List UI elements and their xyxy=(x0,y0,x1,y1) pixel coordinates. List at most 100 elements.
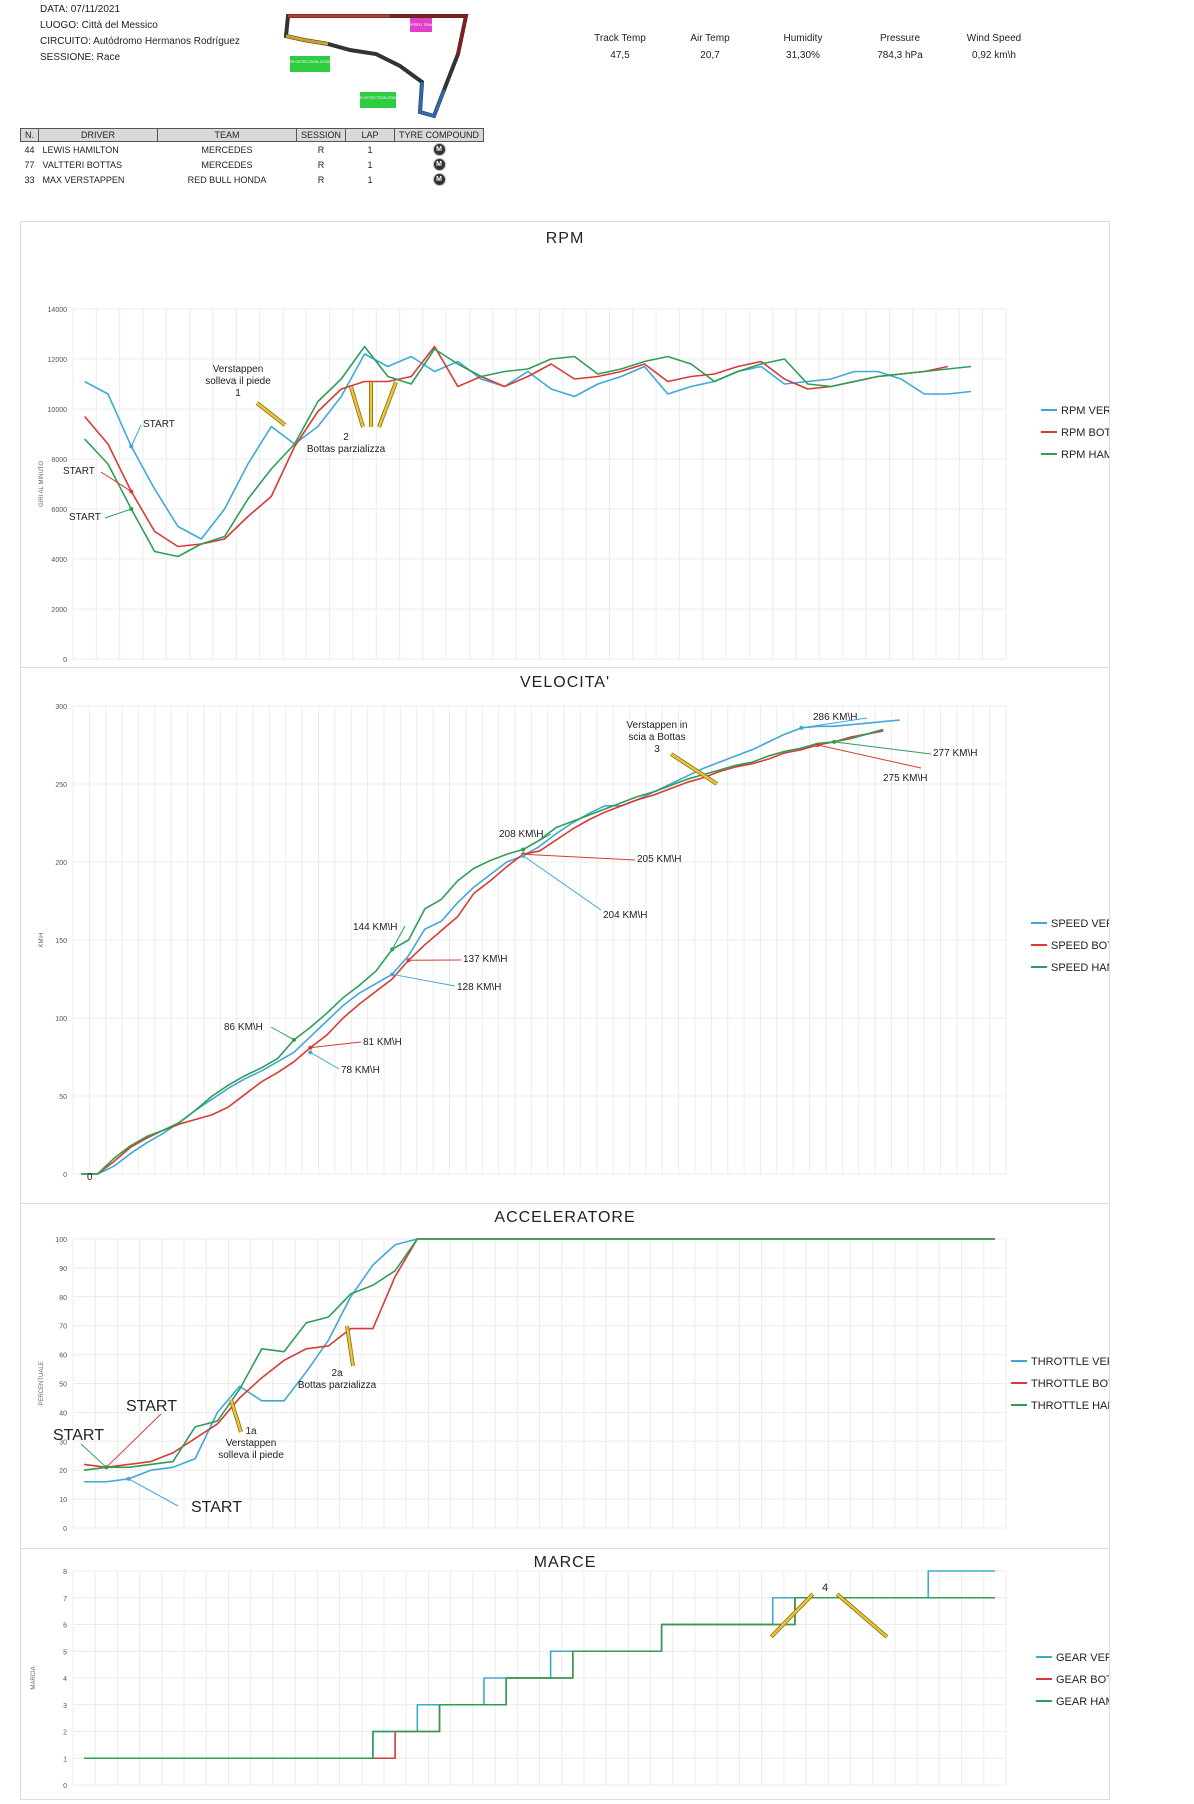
legend-label: SPEED BOT xyxy=(1051,940,1109,952)
weather-value: 31,30% xyxy=(753,47,853,64)
annotation-label: Verstappen xyxy=(213,364,264,375)
y-tick-label: 1 xyxy=(63,1756,67,1763)
table-row: 77 VALTTERI BOTTAS MERCEDES R 1 M xyxy=(21,157,484,172)
column-header: TEAM xyxy=(158,129,297,142)
table-header-row: N. DRIVER TEAM SESSION LAP TYRE COMPOUND xyxy=(21,129,484,142)
annotation-label: START xyxy=(69,512,101,523)
y-tick-label: 90 xyxy=(59,1266,67,1273)
annotation-label: START xyxy=(126,1398,177,1415)
track-map: DRS DETECTION ZONE 2 DRS DETECTION ZONE … xyxy=(270,4,480,128)
medium-tyre-icon: M xyxy=(433,158,446,171)
legend-label: THROTTLE HAM xyxy=(1031,1400,1109,1412)
annotation-dot xyxy=(521,848,525,852)
annotation-dot xyxy=(292,1038,296,1042)
arrow-icon xyxy=(837,1594,887,1637)
circuit-line: CIRCUITO: Autódromo Hermanos Rodríguez xyxy=(40,34,240,50)
y-tick-label: 6000 xyxy=(51,507,67,514)
legend-label: THROTTLE VER xyxy=(1031,1356,1109,1368)
session-info: DATA: 07/11/2021 LUOGO: Città del Messic… xyxy=(40,2,240,66)
y-tick-label: 0 xyxy=(63,657,67,664)
y-tick-label: 5 xyxy=(63,1649,67,1656)
y-tick-label: 2 xyxy=(63,1730,67,1737)
y-tick-label: 200 xyxy=(55,860,67,867)
annotation-leader xyxy=(271,1027,294,1040)
annotation-label: 2 xyxy=(343,432,349,443)
y-axis-label: PERCENTUALE xyxy=(39,1361,45,1405)
annotation-leader xyxy=(105,509,131,518)
annotation-label: Bottas parzializza xyxy=(307,444,386,455)
tyre-cell: M xyxy=(395,157,484,172)
y-axis-label: MARCIA xyxy=(31,1666,37,1689)
weather-label: Air Temp xyxy=(660,30,760,47)
driver-name: VALTTERI BOTTAS xyxy=(39,157,158,172)
annotation-label: 4 xyxy=(822,1582,828,1594)
y-tick-label: 50 xyxy=(59,1382,67,1389)
medium-tyre-icon: M xyxy=(433,143,446,156)
weather-value: 47,5 xyxy=(570,47,670,64)
annotation-dot xyxy=(129,490,133,494)
annotation-label: 128 KM\H xyxy=(457,982,501,993)
weather-value: 784,3 hPa xyxy=(850,47,950,64)
arrow-icon xyxy=(231,1400,241,1432)
arrow-icon xyxy=(257,403,285,425)
annotation-dot xyxy=(308,1046,312,1050)
y-tick-label: 40 xyxy=(59,1410,67,1417)
annotation-leader xyxy=(818,745,921,768)
legend-label: RPM BOT xyxy=(1061,427,1109,439)
annotation-label: Verstappen xyxy=(226,1438,277,1449)
annotation-label: 204 KM\H xyxy=(603,910,647,921)
weather-label: Wind Speed xyxy=(944,30,1044,47)
weather-label: Humidity xyxy=(753,30,853,47)
annotation-label: 86 KM\H xyxy=(224,1022,263,1033)
y-tick-label: 0 xyxy=(63,1783,67,1790)
lap-number: 1 xyxy=(346,142,395,158)
column-header: TYRE COMPOUND xyxy=(395,129,484,142)
annotation-label: START xyxy=(191,1499,242,1516)
y-tick-label: 4000 xyxy=(51,557,67,564)
annotation-dot xyxy=(308,1050,312,1054)
y-tick-label: 60 xyxy=(59,1353,67,1360)
date-line: DATA: 07/11/2021 xyxy=(40,2,240,18)
annotation-label: Bottas parzializza xyxy=(298,1380,377,1391)
y-tick-label: 8000 xyxy=(51,457,67,464)
weather-value: 0,92 km\h xyxy=(944,47,1044,64)
annotation-leader xyxy=(523,854,635,860)
annotation-label: START xyxy=(143,419,175,430)
weather-humidity: Humidity 31,30% xyxy=(753,30,853,64)
annotation-label: 0 xyxy=(87,1172,93,1183)
team-name: RED BULL HONDA xyxy=(158,172,297,187)
legend-label: GEAR BOT xyxy=(1056,1674,1109,1686)
annotation-label: 275 KM\H xyxy=(883,773,927,784)
team-name: MERCEDES xyxy=(158,157,297,172)
arrow-icon xyxy=(771,1594,813,1637)
drs-zone-2-label: DRS DETECTION ZONE 2 xyxy=(286,59,335,64)
medium-tyre-icon: M xyxy=(433,173,446,186)
arrow-icon xyxy=(671,754,717,784)
column-header: N. xyxy=(21,129,39,142)
legend-label: RPM VER xyxy=(1061,405,1109,417)
drivers-table: N. DRIVER TEAM SESSION LAP TYRE COMPOUND… xyxy=(20,128,484,187)
annotation-dot xyxy=(521,854,525,858)
y-tick-label: 20 xyxy=(59,1468,67,1475)
annotation-dot xyxy=(832,740,836,744)
weather-pressure: Pressure 784,3 hPa xyxy=(850,30,950,64)
y-tick-label: 7 xyxy=(63,1596,67,1603)
annotation-label: 286 KM\H xyxy=(813,712,857,723)
annotation-dot xyxy=(407,958,411,962)
legend-label: GEAR HAM xyxy=(1056,1696,1109,1708)
legend-label: RPM HAM xyxy=(1061,449,1109,461)
annotation-label: scia a Bottas xyxy=(628,732,685,743)
y-tick-label: 250 xyxy=(55,782,67,789)
y-axis-label: GIRI AL MINUTO xyxy=(39,461,45,507)
driver-number: 44 xyxy=(21,142,39,158)
weather-label: Pressure xyxy=(850,30,950,47)
y-tick-label: 100 xyxy=(55,1237,67,1244)
annotation-leader xyxy=(129,1479,178,1506)
arrow-icon xyxy=(347,1326,353,1366)
driver-number: 77 xyxy=(21,157,39,172)
weather-wind-speed: Wind Speed 0,92 km\h xyxy=(944,30,1044,64)
annotation-label: 137 KM\H xyxy=(463,954,507,965)
